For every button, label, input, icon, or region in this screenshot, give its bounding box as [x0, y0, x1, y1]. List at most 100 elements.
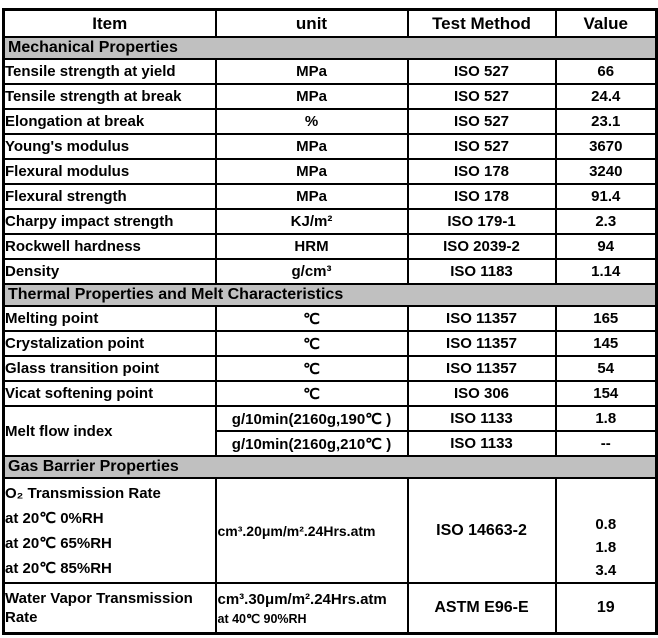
o2-transmission-title: O₂ Transmission Rate: [5, 484, 161, 502]
unit-cell: g/10min(2160g,190℃ ): [214, 405, 409, 432]
method-cell: ISO 1133: [406, 405, 557, 432]
section-header-mechanical: Mechanical Properties: [2, 36, 658, 60]
table-row-o2-transmission: O₂ Transmission Rate at 20℃ 0%RH at 20℃ …: [2, 477, 658, 584]
table-row-melt-flow-190: Melt flow index g/10min(2160g,190℃ ) ISO…: [2, 405, 658, 457]
o2-condition-65rh: at 20℃ 65%RH: [5, 534, 112, 552]
method-cell: ISO 1183: [406, 258, 557, 285]
method-cell: ISO 527: [406, 133, 557, 160]
section-title-gas-barrier: Gas Barrier Properties: [2, 455, 658, 479]
table-row-charpy: Charpy impact strength KJ/m² ISO 179-1 2…: [2, 208, 658, 235]
method-cell: ASTM E96-E: [406, 582, 557, 635]
table-row-melt-flow-210: g/10min(2160g,210℃ ) ISO 1133 --: [4, 430, 658, 457]
table-row-flexural-modulus: Flexural modulus MPa ISO 178 3240: [2, 158, 658, 185]
table-row-elongation: Elongation at break % ISO 527 23.1: [2, 108, 658, 135]
o2-value-85rh: 3.4: [595, 562, 617, 579]
o2-value-0rh: 0.8: [595, 516, 617, 533]
item-cell: Density: [2, 258, 217, 285]
table-row-rockwell: Rockwell hardness HRM ISO 2039-2 94: [2, 233, 658, 260]
value-cell: 94: [554, 233, 658, 260]
table-row-vicat: Vicat softening point ℃ ISO 306 154: [2, 380, 658, 407]
table-row-density: Density g/cm³ ISO 1183 1.14: [2, 258, 658, 285]
item-cell: Crystalization point: [2, 330, 217, 357]
col-header-unit: unit: [214, 8, 409, 38]
value-cell: 19: [554, 582, 658, 635]
item-cell: Charpy impact strength: [2, 208, 217, 235]
value-cell: --: [554, 430, 658, 457]
method-cell: ISO 2039-2: [406, 233, 557, 260]
section-title-mechanical: Mechanical Properties: [2, 36, 658, 60]
item-cell: Tensile strength at yield: [2, 58, 217, 85]
method-cell: ISO 527: [406, 58, 557, 85]
unit-cell: g/cm³: [214, 258, 409, 285]
method-cell: ISO 11357: [406, 305, 557, 332]
unit-cell: ℃: [214, 330, 409, 357]
unit-cell: MPa: [214, 83, 409, 110]
value-cell: 0.8 1.8 3.4: [554, 477, 658, 584]
item-cell: Flexural modulus: [2, 158, 217, 185]
table-row-flexural-strength: Flexural strength MPa ISO 178 91.4: [2, 183, 658, 210]
unit-cell: cm³.20μm/m².24Hrs.atm: [214, 477, 409, 584]
water-vapor-condition: at 40℃ 90%RH: [217, 612, 307, 626]
value-cell: 145: [554, 330, 658, 357]
method-cell: ISO 527: [406, 83, 557, 110]
value-cell: 23.1: [554, 108, 658, 135]
item-cell: Vicat softening point: [2, 380, 217, 407]
section-header-gas-barrier: Gas Barrier Properties: [2, 455, 658, 479]
o2-condition-85rh: at 20℃ 85%RH: [5, 559, 112, 577]
item-cell: Glass transition point: [2, 355, 217, 382]
value-cell: 2.3: [554, 208, 658, 235]
unit-cell: ℃: [214, 355, 409, 382]
item-cell: Flexural strength: [2, 183, 217, 210]
value-cell: 3670: [554, 133, 658, 160]
table-row-melting-point: Melting point ℃ ISO 11357 165: [2, 305, 658, 332]
col-header-item: Item: [2, 8, 217, 38]
method-cell: ISO 179-1: [406, 208, 557, 235]
table-header-row: Item unit Test Method Value: [2, 8, 658, 38]
unit-cell: MPa: [214, 183, 409, 210]
value-cell: 1.8: [554, 405, 658, 432]
unit-cell: KJ/m²: [214, 208, 409, 235]
item-cell: Tensile strength at break: [2, 83, 217, 110]
method-cell: ISO 11357: [406, 330, 557, 357]
section-header-thermal: Thermal Properties and Melt Characterist…: [2, 283, 658, 307]
item-cell: Rockwell hardness: [2, 233, 217, 260]
properties-table: Item unit Test Method Value Mechanical P…: [2, 8, 658, 635]
table-row-crystalization-point: Crystalization point ℃ ISO 11357 145: [2, 330, 658, 357]
col-header-test-method: Test Method: [406, 8, 557, 38]
col-header-value: Value: [554, 8, 658, 38]
value-cell: 24.4: [554, 83, 658, 110]
item-cell: Elongation at break: [2, 108, 217, 135]
table-row-youngs-modulus: Young's modulus MPa ISO 527 3670: [2, 133, 658, 160]
unit-cell: MPa: [214, 133, 409, 160]
table-row-water-vapor: Water Vapor Transmission Rate cm³.30μm/m…: [2, 582, 658, 635]
method-cell: ISO 178: [406, 158, 557, 185]
unit-cell: cm³.30μm/m².24Hrs.atm at 40℃ 90%RH: [214, 582, 409, 635]
method-cell: ISO 11357: [406, 355, 557, 382]
item-cell: Melting point: [2, 305, 217, 332]
unit-cell: ℃: [214, 305, 409, 332]
value-cell: 154: [554, 380, 658, 407]
water-vapor-unit: cm³.30μm/m².24Hrs.atm: [217, 591, 387, 608]
table-row-tensile-yield: Tensile strength at yield MPa ISO 527 66: [2, 58, 658, 85]
item-cell: O₂ Transmission Rate at 20℃ 0%RH at 20℃ …: [2, 477, 217, 584]
unit-cell: MPa: [214, 158, 409, 185]
method-cell: ISO 1133: [406, 430, 557, 457]
item-cell: Water Vapor Transmission Rate: [2, 582, 217, 635]
unit-cell: ℃: [214, 380, 409, 407]
value-cell: 1.14: [554, 258, 658, 285]
unit-cell: %: [214, 108, 409, 135]
method-cell: ISO 14663-2: [406, 477, 557, 584]
table-row-glass-transition: Glass transition point ℃ ISO 11357 54: [2, 355, 658, 382]
method-cell: ISO 527: [406, 108, 557, 135]
method-cell: ISO 306: [406, 380, 557, 407]
value-cell: 3240: [554, 158, 658, 185]
value-cell: 66: [554, 58, 658, 85]
item-cell: Young's modulus: [2, 133, 217, 160]
unit-cell: MPa: [214, 58, 409, 85]
value-cell: 54: [554, 355, 658, 382]
item-cell: Melt flow index: [2, 405, 217, 457]
o2-value-65rh: 1.8: [595, 539, 617, 556]
value-cell: 165: [554, 305, 658, 332]
unit-cell: HRM: [214, 233, 409, 260]
